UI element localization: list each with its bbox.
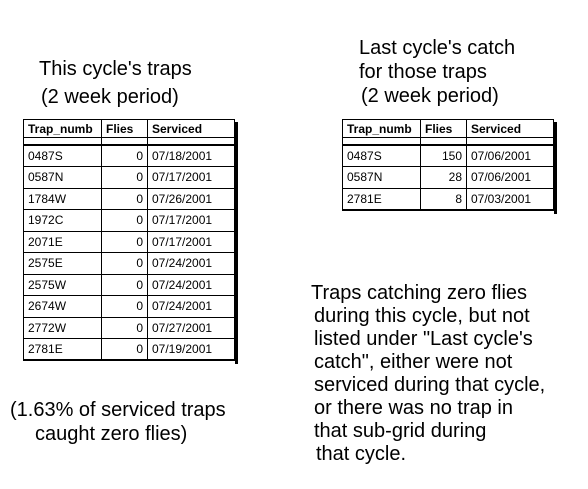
cell-serviced[interactable]: 07/17/2001 xyxy=(147,166,235,189)
explanation-line: that sub-grid during xyxy=(314,420,487,442)
table-header-row: Trap_numb Flies Serviced xyxy=(342,119,554,138)
cell-serviced[interactable]: 07/24/2001 xyxy=(147,274,235,296)
table-row[interactable]: 2575E 0 07/24/2001 xyxy=(23,252,235,275)
cell-serviced[interactable]: 07/06/2001 xyxy=(466,166,554,189)
explanation-line: listed under "Last cycle's xyxy=(314,328,533,350)
table-row[interactable]: 2674W 0 07/24/2001 xyxy=(23,295,235,318)
cell-trap-number[interactable]: 0587N xyxy=(23,166,102,189)
cell-serviced[interactable]: 07/17/2001 xyxy=(147,231,235,253)
cell-flies[interactable]: 150 xyxy=(420,144,467,167)
table-row[interactable]: 2575W 0 07/24/2001 xyxy=(23,274,235,296)
table-row[interactable]: 2071E 0 07/17/2001 xyxy=(23,231,235,253)
this-cycle-grid: Trap_numb Flies Serviced 0487S 0 07/18/200… xyxy=(23,119,235,361)
cell-flies[interactable]: 0 xyxy=(101,188,148,210)
cell-trap-number[interactable]: 2071E xyxy=(23,231,102,253)
explanation-line: catch", either were not xyxy=(314,351,513,373)
cell-flies[interactable]: 0 xyxy=(101,338,148,361)
cell-serviced[interactable]: 07/19/2001 xyxy=(147,338,235,361)
table-row[interactable]: 0587N 28 07/06/2001 xyxy=(342,166,554,189)
table-row[interactable]: 0487S 0 07/18/2001 xyxy=(23,144,235,167)
cell-trap-number[interactable]: 1784W xyxy=(23,188,102,210)
this-cycle-caption-line: (2 week period) xyxy=(41,86,179,108)
header-flies[interactable]: Flies xyxy=(101,119,148,138)
cell-flies[interactable]: 0 xyxy=(101,252,148,275)
cell-trap-number[interactable]: 0487S xyxy=(342,144,421,167)
cell-flies[interactable]: 0 xyxy=(101,166,148,189)
last-cycle-caption-line: (2 week period) xyxy=(361,85,499,107)
explanation-line: Traps catching zero flies xyxy=(311,282,528,304)
cell-flies[interactable]: 0 xyxy=(101,274,148,296)
cell-flies[interactable]: 0 xyxy=(101,317,148,339)
explanation-note: Traps catching zero flies during this cy… xyxy=(311,282,545,466)
cell-flies[interactable]: 0 xyxy=(101,231,148,253)
this-cycle-table: Trap_numb Flies Serviced 0487S 0 07/18/200… xyxy=(23,119,238,364)
last-cycle-grid: Trap_numb Flies Serviced 0487S 150 07/06/2… xyxy=(342,119,554,211)
last-cycle-rows: 0487S 150 07/06/2001 0587N 28 07/06/2001 2781E… xyxy=(342,144,554,211)
cell-trap-number[interactable]: 2674W xyxy=(23,295,102,318)
cell-serviced[interactable]: 07/24/2001 xyxy=(147,252,235,275)
cell-serviced[interactable]: 07/17/2001 xyxy=(147,209,235,232)
cell-serviced[interactable]: 07/27/2001 xyxy=(147,317,235,339)
this-cycle-rows: 0487S 0 07/18/2001 0587N 0 07/17/2001 1784W 0 07… xyxy=(23,144,235,361)
cell-trap-number[interactable]: 2772W xyxy=(23,317,102,339)
table-row[interactable]: 0587N 0 07/17/2001 xyxy=(23,166,235,189)
cell-flies[interactable]: 8 xyxy=(420,188,467,211)
cell-serviced[interactable]: 07/03/2001 xyxy=(466,188,554,211)
cell-trap-number[interactable]: 2781E xyxy=(23,338,102,361)
header-flies[interactable]: Flies xyxy=(420,119,467,138)
cell-trap-number[interactable]: 0487S xyxy=(23,144,102,167)
cell-flies[interactable]: 28 xyxy=(420,166,467,189)
cell-serviced[interactable]: 07/06/2001 xyxy=(466,144,554,167)
header-serviced[interactable]: Serviced xyxy=(147,119,235,138)
table-header-row: Trap_numb Flies Serviced xyxy=(23,119,235,138)
cell-trap-number[interactable]: 1972C xyxy=(23,209,102,232)
header-serviced[interactable]: Serviced xyxy=(466,119,554,138)
table-row[interactable]: 2781E 8 07/03/2001 xyxy=(342,188,554,211)
table-row[interactable]: 1784W 0 07/26/2001 xyxy=(23,188,235,210)
cell-trap-number[interactable]: 0587N xyxy=(342,166,421,189)
table-row[interactable]: 2781E 0 07/19/2001 xyxy=(23,338,235,361)
header-trap-number[interactable]: Trap_numb xyxy=(23,119,102,138)
cell-trap-number[interactable]: 2575E xyxy=(23,252,102,275)
cell-flies[interactable]: 0 xyxy=(101,144,148,167)
explanation-line: or there was no trap in xyxy=(314,397,513,419)
cell-serviced[interactable]: 07/24/2001 xyxy=(147,295,235,318)
explanation-line: during this cycle, but not xyxy=(314,305,530,327)
percent-note: (1.63% of serviced traps caught zero fli… xyxy=(10,398,226,446)
cell-trap-number[interactable]: 2575W xyxy=(23,274,102,296)
explanation-line: that cycle. xyxy=(316,443,407,465)
last-cycle-caption: Last cycle's catch for those traps (2 we… xyxy=(359,36,515,108)
cell-flies[interactable]: 0 xyxy=(101,209,148,232)
last-cycle-caption-line: Last cycle's catch xyxy=(359,37,516,59)
cell-serviced[interactable]: 07/26/2001 xyxy=(147,188,235,210)
cell-serviced[interactable]: 07/18/2001 xyxy=(147,144,235,167)
table-row[interactable]: 2772W 0 07/27/2001 xyxy=(23,317,235,339)
cell-trap-number[interactable]: 2781E xyxy=(342,188,421,211)
this-cycle-caption-line: This cycle's traps xyxy=(39,58,192,80)
last-cycle-caption-line: for those traps xyxy=(359,61,487,83)
percent-note-line: (1.63% of serviced traps xyxy=(10,399,226,421)
explanation-line: serviced during that cycle, xyxy=(314,374,546,396)
last-cycle-table: Trap_numb Flies Serviced 0487S 150 07/06/2… xyxy=(342,119,557,213)
this-cycle-caption: This cycle's traps (2 week period) xyxy=(39,57,192,109)
table-row[interactable]: 0487S 150 07/06/2001 xyxy=(342,144,554,167)
table-row[interactable]: 1972C 0 07/17/2001 xyxy=(23,209,235,232)
header-trap-number[interactable]: Trap_numb xyxy=(342,119,421,138)
percent-note-line: caught zero flies) xyxy=(35,423,188,445)
cell-flies[interactable]: 0 xyxy=(101,295,148,318)
